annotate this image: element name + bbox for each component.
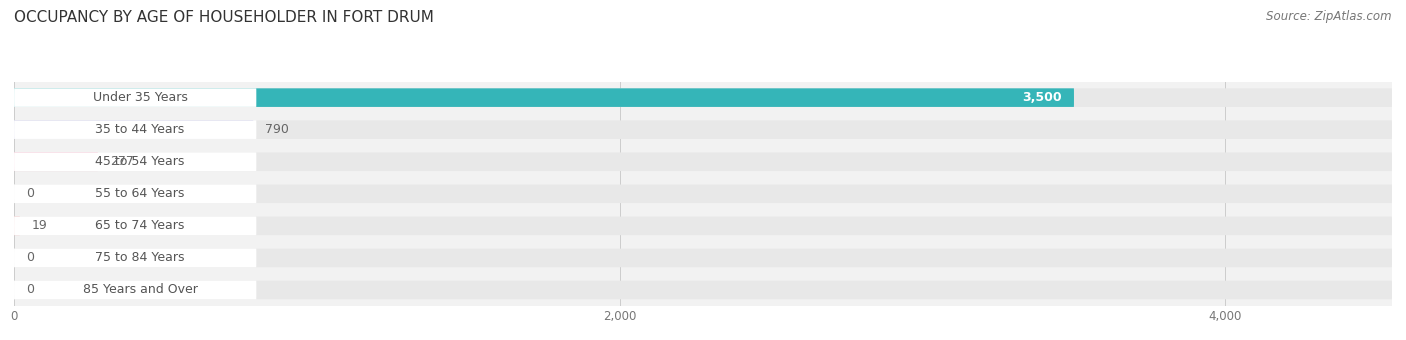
FancyBboxPatch shape [14, 152, 1392, 171]
FancyBboxPatch shape [14, 281, 1392, 299]
Text: 0: 0 [27, 187, 34, 200]
FancyBboxPatch shape [14, 281, 256, 299]
FancyBboxPatch shape [14, 178, 1392, 210]
FancyBboxPatch shape [14, 146, 1392, 178]
FancyBboxPatch shape [14, 217, 1392, 235]
FancyBboxPatch shape [14, 217, 256, 235]
FancyBboxPatch shape [14, 120, 253, 139]
FancyBboxPatch shape [14, 217, 20, 235]
FancyBboxPatch shape [14, 210, 1392, 242]
Text: 85 Years and Over: 85 Years and Over [83, 284, 197, 296]
Text: 0: 0 [27, 251, 34, 265]
FancyBboxPatch shape [14, 120, 1392, 139]
FancyBboxPatch shape [14, 185, 1392, 203]
Text: 277: 277 [110, 155, 134, 168]
FancyBboxPatch shape [14, 88, 1392, 107]
Text: OCCUPANCY BY AGE OF HOUSEHOLDER IN FORT DRUM: OCCUPANCY BY AGE OF HOUSEHOLDER IN FORT … [14, 10, 434, 25]
Text: 3,500: 3,500 [1022, 91, 1062, 104]
Text: 45 to 54 Years: 45 to 54 Years [96, 155, 184, 168]
Text: 65 to 74 Years: 65 to 74 Years [96, 219, 184, 232]
FancyBboxPatch shape [14, 82, 1392, 114]
Text: 35 to 44 Years: 35 to 44 Years [96, 123, 184, 136]
Text: 19: 19 [32, 219, 48, 232]
FancyBboxPatch shape [14, 242, 1392, 274]
FancyBboxPatch shape [14, 152, 98, 171]
FancyBboxPatch shape [14, 120, 256, 139]
Text: Under 35 Years: Under 35 Years [93, 91, 187, 104]
FancyBboxPatch shape [14, 249, 256, 267]
FancyBboxPatch shape [14, 88, 1074, 107]
FancyBboxPatch shape [14, 152, 256, 171]
FancyBboxPatch shape [14, 185, 256, 203]
FancyBboxPatch shape [14, 88, 256, 107]
Text: Source: ZipAtlas.com: Source: ZipAtlas.com [1267, 10, 1392, 23]
FancyBboxPatch shape [14, 274, 1392, 306]
Text: 55 to 64 Years: 55 to 64 Years [96, 187, 184, 200]
FancyBboxPatch shape [14, 249, 1392, 267]
Text: 75 to 84 Years: 75 to 84 Years [96, 251, 184, 265]
Text: 0: 0 [27, 284, 34, 296]
FancyBboxPatch shape [14, 114, 1392, 146]
Text: 790: 790 [266, 123, 290, 136]
